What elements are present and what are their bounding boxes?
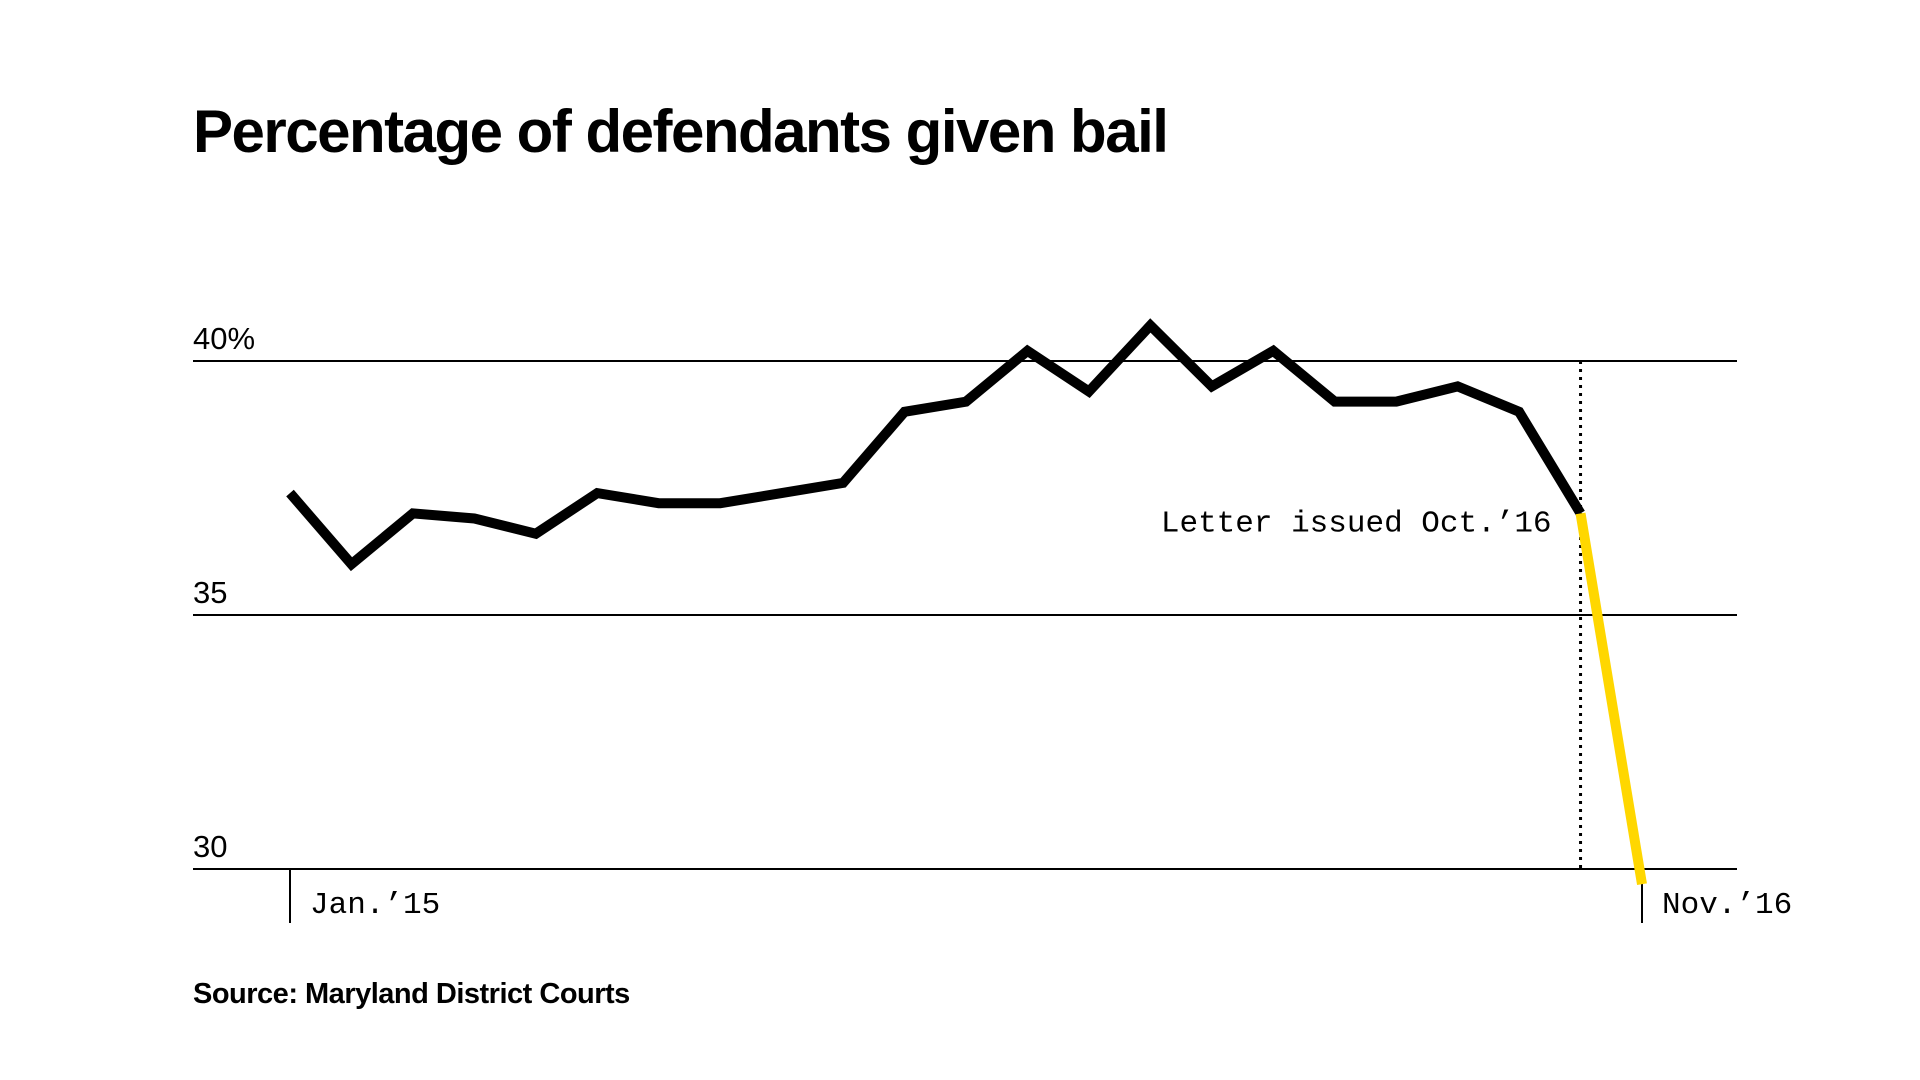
y-tick-label-35: 35 — [193, 575, 227, 610]
y-tick-label-40: 40% — [193, 321, 255, 356]
annotation: Letter issued Oct.’16 — [1161, 361, 1583, 869]
annotation-label: Letter issued Oct.’16 — [1161, 506, 1552, 541]
chart-title: Percentage of defendants given bail — [193, 98, 1167, 165]
y-tick-label-30: 30 — [193, 829, 227, 864]
series — [286, 318, 1647, 886]
gridlines — [193, 360, 1737, 870]
series-line — [286, 318, 1585, 572]
x-tick-label-22: Nov.’16 — [1662, 888, 1792, 923]
x-axis-ticks: Jan.’15 Nov.’16 — [289, 869, 1792, 923]
highlight-segment — [1575, 512, 1647, 886]
y-axis-tick-labels: 40% 35 30 — [193, 321, 255, 864]
x-tick-label-0: Jan.’15 — [310, 888, 440, 923]
source-note: Source: Maryland District Courts — [193, 978, 630, 1010]
